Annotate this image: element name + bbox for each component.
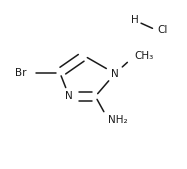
Text: CH₃: CH₃ (135, 51, 154, 61)
Text: Cl: Cl (157, 25, 167, 35)
Text: Br: Br (15, 68, 26, 78)
Text: NH₂: NH₂ (108, 115, 128, 125)
Text: N: N (65, 91, 73, 101)
Text: N: N (111, 68, 119, 79)
Text: H: H (131, 15, 139, 25)
